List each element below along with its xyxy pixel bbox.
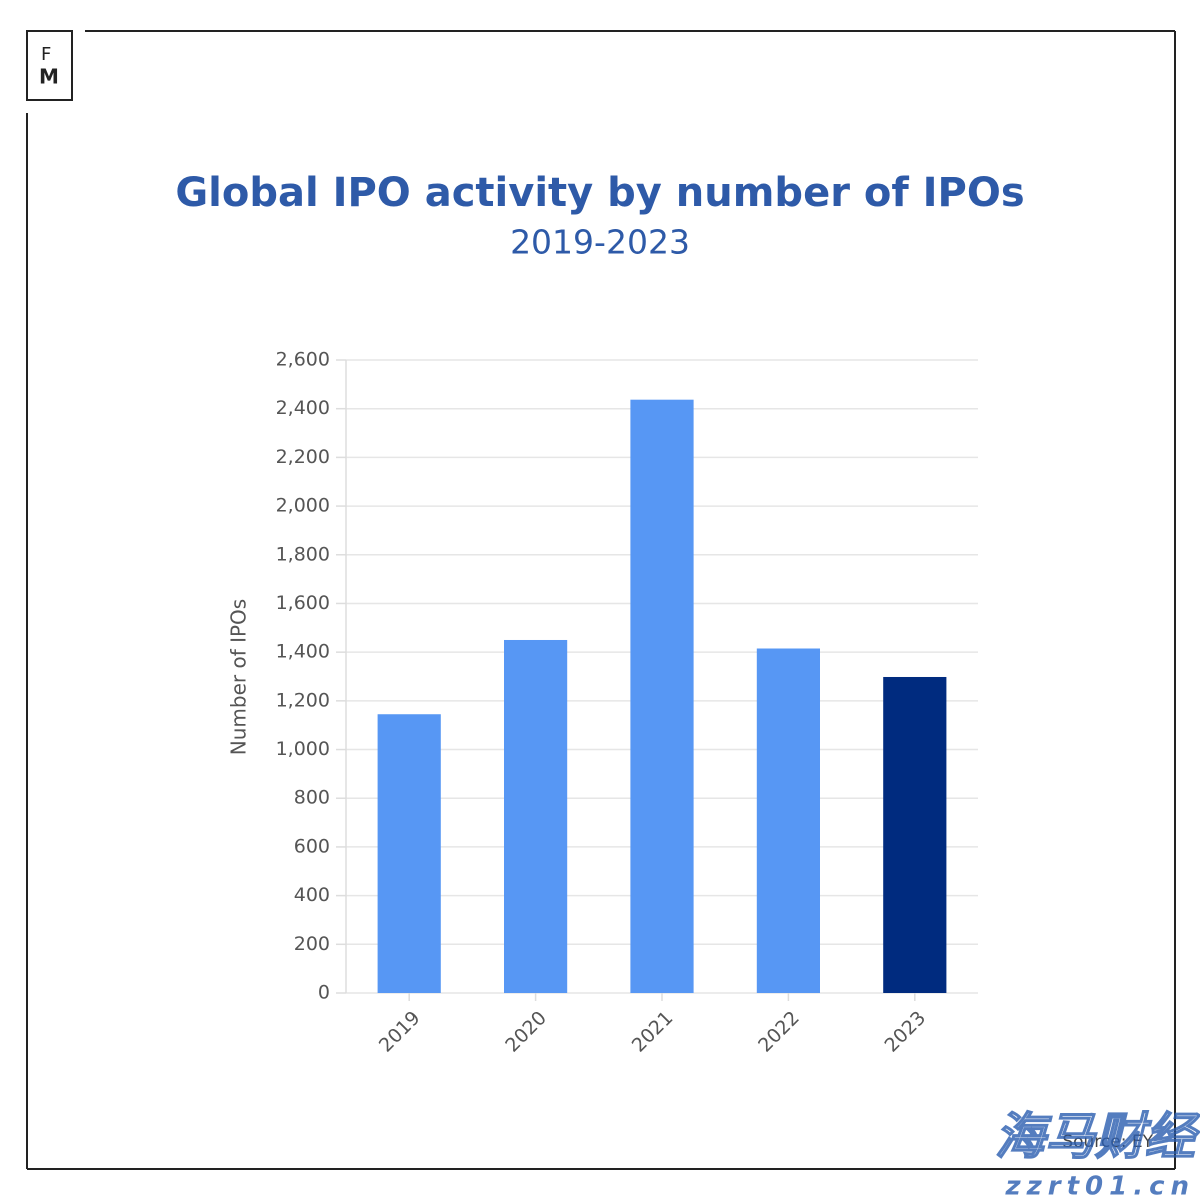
y-tick-label: 2,200 <box>276 446 330 468</box>
y-tick-label: 0 <box>318 982 330 1004</box>
x-tick-label: 2020 <box>501 1007 551 1057</box>
watermark-site: zzrt01.cn <box>1005 1172 1196 1200</box>
y-tick-label: 200 <box>294 933 330 955</box>
frame <box>26 30 1176 1170</box>
x-tick-label: 2019 <box>375 1007 425 1057</box>
x-tick-label: 2023 <box>880 1007 930 1057</box>
y-tick-label: 600 <box>294 835 330 857</box>
source: Source: EY <box>1062 1132 1153 1152</box>
bar <box>883 676 947 993</box>
watermark-name: 海马财经 <box>995 1108 1200 1166</box>
bar <box>504 639 568 993</box>
logo-m: M <box>39 65 59 89</box>
y-tick-label: 1,200 <box>276 689 330 711</box>
y-tick-label: 400 <box>294 884 330 906</box>
logo-box <box>26 30 73 101</box>
plot: 0 200 400 600 800 1,000 1,200 1,400 1,600 1,800 2,… <box>276 349 978 1057</box>
logo-f: F <box>41 44 51 65</box>
x-tick-label: 2022 <box>754 1007 804 1057</box>
chart-title: Global IPO activity by number of IPOs <box>175 170 1024 216</box>
y-tick-label: 1,400 <box>276 641 330 663</box>
y-tick-label: 1,800 <box>276 543 330 565</box>
bar <box>630 399 694 994</box>
bar <box>756 648 820 993</box>
y-tick-label: 2,400 <box>276 397 330 419</box>
x-tick-label: 2021 <box>628 1007 678 1057</box>
chart-subtitle: 2019-2023 <box>510 223 690 262</box>
bar <box>377 714 441 993</box>
y-tick-label: 800 <box>294 787 330 809</box>
y-tick-label: 1,000 <box>276 738 330 760</box>
y-tick-label: 1,600 <box>276 592 330 614</box>
y-tick-label: 2,000 <box>276 495 330 517</box>
y-tick-label: 2,600 <box>276 349 330 371</box>
y-axis-label: Number of IPOs <box>227 599 251 755</box>
